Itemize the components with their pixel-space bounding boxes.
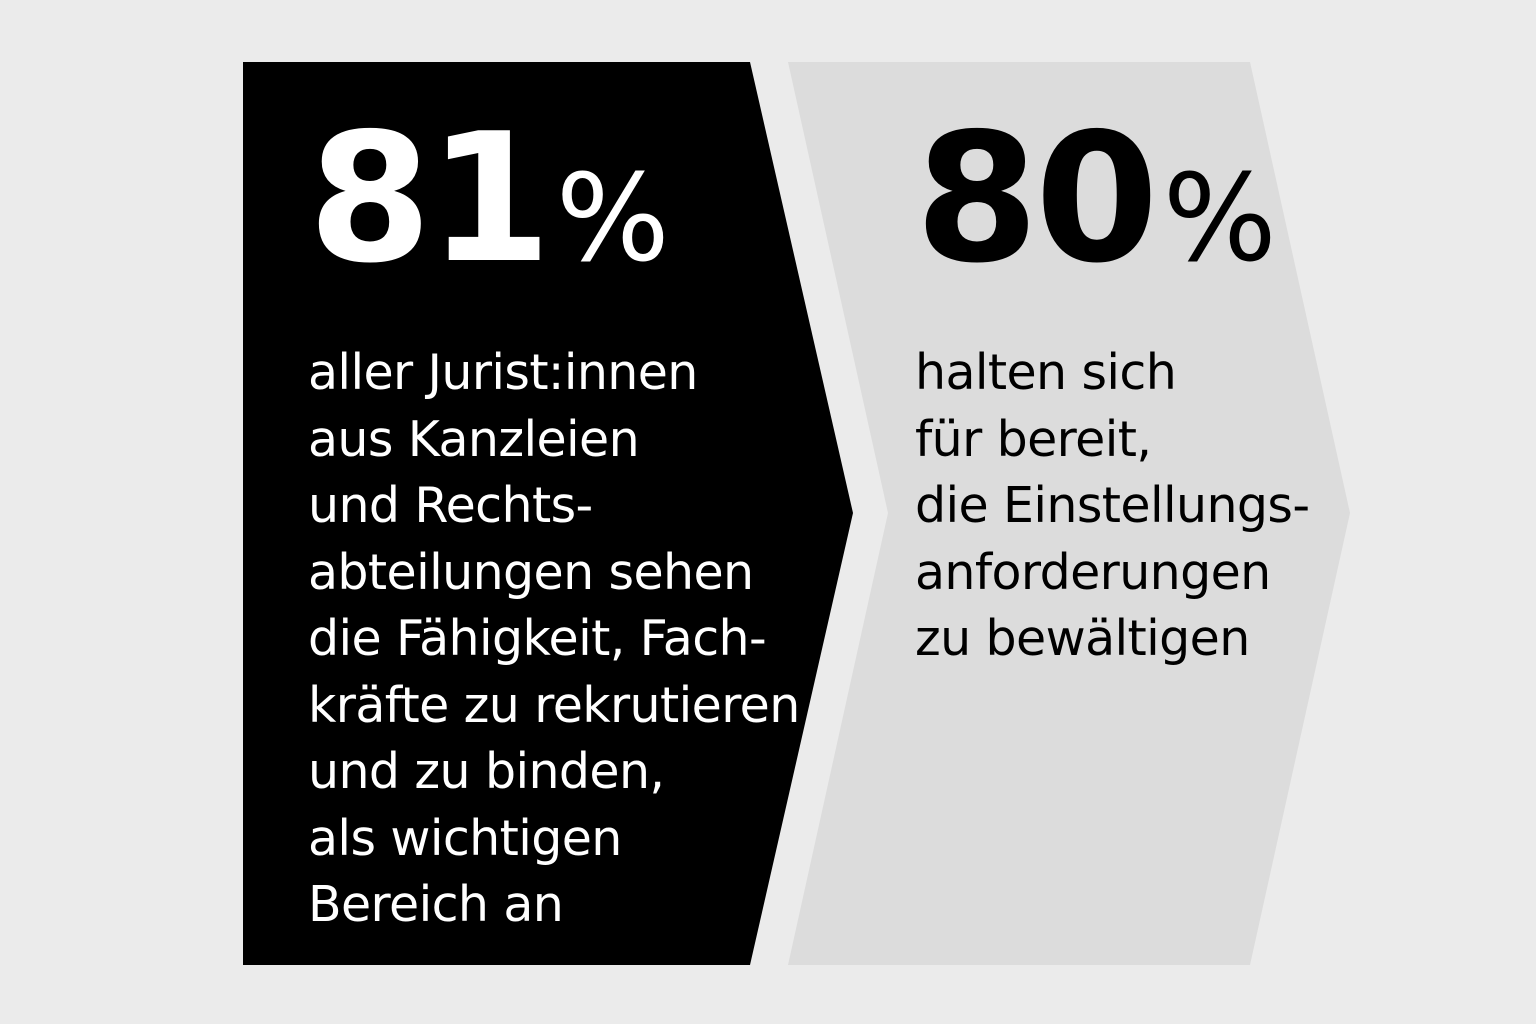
description-line: und Rechts- [308, 477, 593, 534]
description-line: kräfte zu rekrutieren [308, 676, 800, 734]
stat-number: 80 [915, 95, 1159, 302]
description-line: die Fähigkeit, Fach- [308, 610, 767, 667]
stat-value: 80 % [915, 110, 1309, 290]
stat-number: 81 [308, 95, 552, 302]
description-line: aus Kanzleien [308, 410, 640, 468]
percent-sign: % [1162, 150, 1277, 289]
black-chevron [243, 62, 853, 965]
description-line: anforderungen [915, 543, 1271, 601]
description-line: zu bewältigen [915, 610, 1250, 667]
description-line: Bereich an [308, 876, 564, 933]
grey-chevron [788, 62, 1350, 965]
stat-block-2: 80 % halten sich für bereit, die Einstel… [915, 110, 1310, 689]
description-line: halten sich [915, 344, 1177, 401]
description-line: für bereit, [915, 410, 1152, 468]
description-line: als wichtigen [308, 809, 622, 867]
description-line: und zu binden, [308, 743, 665, 800]
description-line: aller Jurist:innen [308, 344, 698, 401]
description-line: abteilungen sehen [308, 543, 754, 601]
stat-value: 81 % [308, 110, 800, 290]
description-line: die Einstellungs- [915, 477, 1310, 534]
stat-description: halten sich für bereit, die Einstellungs… [915, 340, 1310, 673]
stat-block-1: 81 % aller Jurist:innen aus Kanzleien un… [308, 110, 800, 955]
percent-sign: % [555, 150, 670, 289]
stat-description: aller Jurist:innen aus Kanzleien und Rec… [308, 340, 800, 939]
